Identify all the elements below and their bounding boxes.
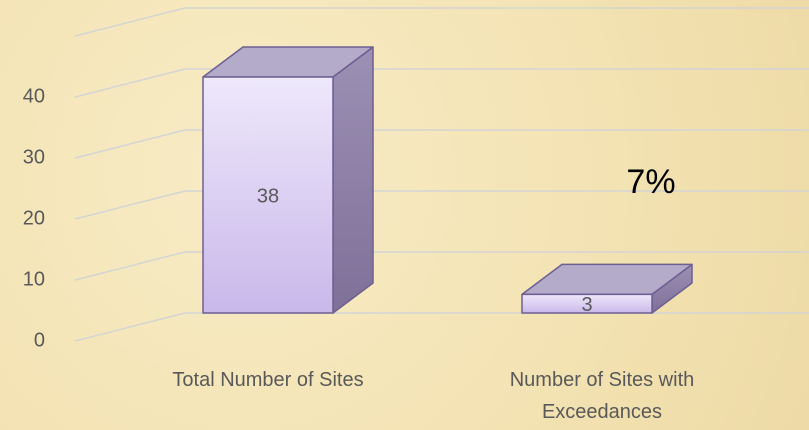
y-tick-label: 0 bbox=[34, 329, 45, 351]
annotation: 7% bbox=[626, 163, 675, 201]
grid-line bbox=[74, 251, 809, 281]
y-tick-label: 40 bbox=[23, 85, 45, 107]
grid-line bbox=[74, 312, 809, 342]
bar bbox=[521, 293, 653, 314]
bar-side bbox=[332, 46, 374, 314]
value-label: 3 bbox=[581, 294, 592, 316]
grid-line bbox=[74, 7, 809, 37]
value-label: 38 bbox=[257, 185, 279, 207]
y-tick-label: 30 bbox=[23, 146, 45, 168]
bar bbox=[202, 76, 334, 314]
grid-line bbox=[74, 190, 809, 220]
y-tick-label: 10 bbox=[23, 268, 45, 290]
grid-line bbox=[74, 129, 809, 159]
y-tick-label: 20 bbox=[23, 207, 45, 229]
x-tick-label: Total Number of Sites bbox=[172, 369, 364, 391]
x-tick-label: Number of Sites with Exceedances bbox=[509, 369, 695, 423]
grid-line bbox=[74, 68, 809, 98]
